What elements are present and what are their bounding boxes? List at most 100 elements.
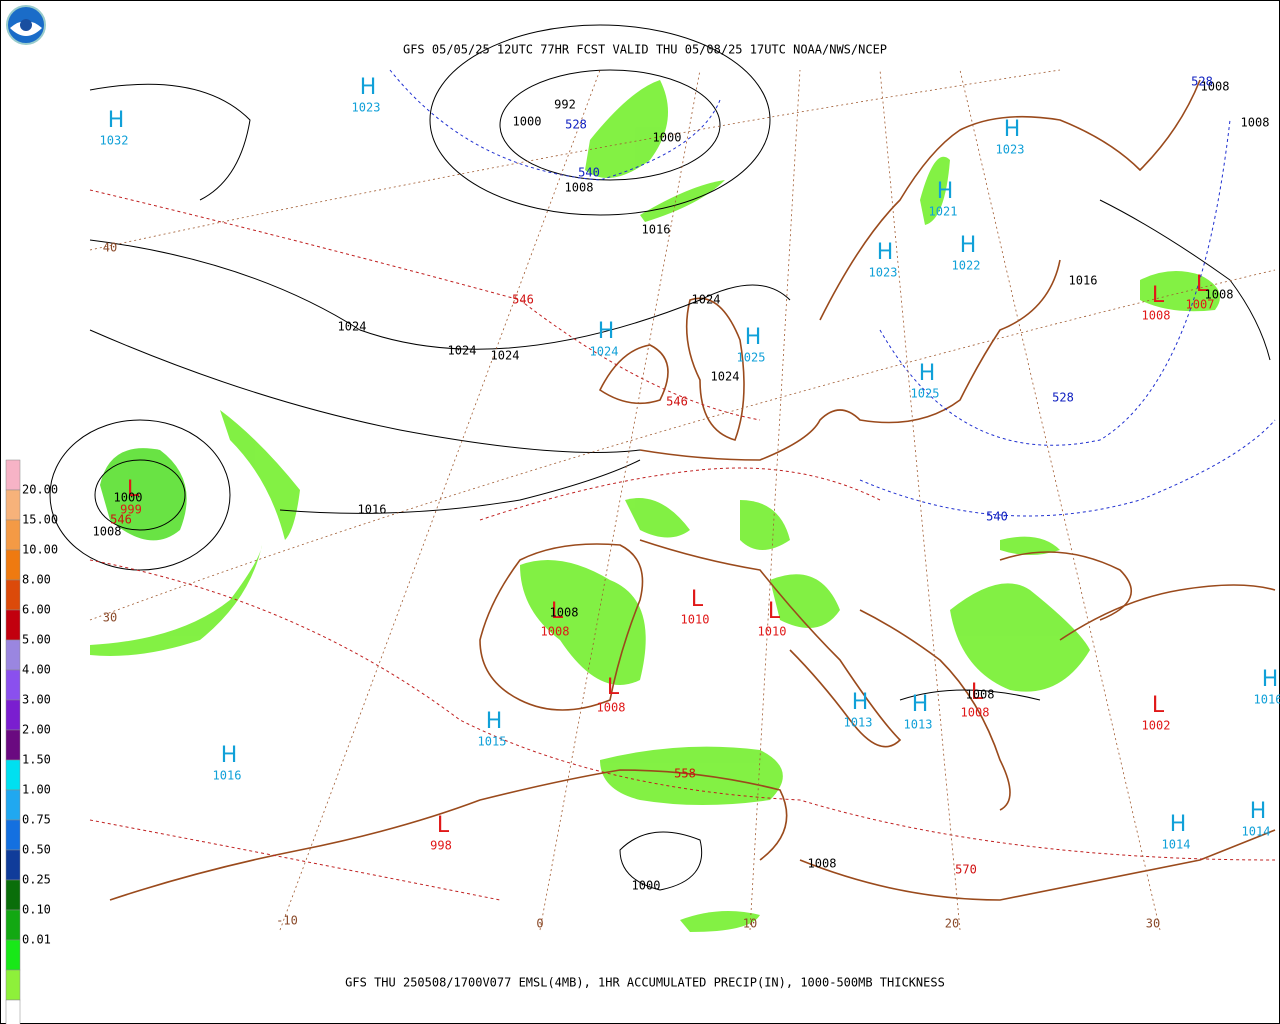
pressure-symbol: L <box>437 813 450 838</box>
pressure-value: 1008 <box>541 625 570 639</box>
warm-thickness-lines <box>89 189 1276 901</box>
thickness-label: 546 <box>666 395 688 409</box>
pressure-symbol: H <box>852 690 869 715</box>
isobar-label: 1000 <box>513 115 542 129</box>
pressure-value: 1016 <box>213 769 242 783</box>
isobars <box>49 24 1271 891</box>
thickness-label: 540 <box>578 166 600 180</box>
thickness-label: 528 <box>1052 391 1074 405</box>
pressure-symbol: H <box>221 743 238 768</box>
pressure-value: 1010 <box>758 625 787 639</box>
isobar-label: 1008 <box>565 181 594 195</box>
legend-swatch <box>5 459 21 491</box>
pressure-value: 1008 <box>1142 309 1171 323</box>
pressure-value: 1008 <box>961 706 990 720</box>
legend-swatch <box>5 759 21 791</box>
legend-label: 1.00 <box>22 783 51 797</box>
legend-label: 0.10 <box>22 903 51 917</box>
graticule-label: 0 <box>536 917 543 931</box>
pressure-value: 1014 <box>1162 838 1191 852</box>
isobar-label: 1016 <box>358 503 387 517</box>
isobar-label: 1000 <box>114 491 143 505</box>
pressure-value: 1023 <box>869 266 898 280</box>
legend-swatch <box>5 939 21 971</box>
pressure-value: 1021 <box>929 205 958 219</box>
isobar-label: 1008 <box>1205 288 1234 302</box>
pressure-value: 1032 <box>100 134 129 148</box>
header-title: GFS 05/05/25 12UTC 77HR FCST VALID THU 0… <box>403 43 887 57</box>
legend-swatch <box>5 969 21 1001</box>
isobar-label: 1016 <box>642 223 671 237</box>
pressure-symbol: L <box>691 587 704 612</box>
legend-label: 0.25 <box>22 873 51 887</box>
pressure-symbol: L <box>971 680 984 705</box>
legend-label: 5.00 <box>22 633 51 647</box>
graticule-label: 20 <box>945 917 959 931</box>
pressure-symbol: H <box>877 240 894 265</box>
pressure-value: 1024 <box>590 345 619 359</box>
legend-swatch <box>5 669 21 701</box>
pressure-symbol: H <box>1004 117 1021 142</box>
legend-label: 15.00 <box>22 513 58 527</box>
legend-label: 8.00 <box>22 573 51 587</box>
legend-label: 0.75 <box>22 813 51 827</box>
pressure-value: 1007 <box>1186 298 1215 312</box>
legend-swatch <box>5 699 21 731</box>
legend-swatch <box>5 819 21 851</box>
legend-label: 10.00 <box>22 543 58 557</box>
noaa-logo <box>6 5 46 45</box>
isobar-label: 1000 <box>632 879 661 893</box>
pressure-symbol: H <box>960 233 977 258</box>
pressure-symbol: H <box>919 361 936 386</box>
pressure-symbol: H <box>1262 667 1279 692</box>
legend-label: 0.01 <box>22 933 51 947</box>
isobar-label: 1024 <box>338 320 367 334</box>
pressure-symbol: H <box>360 75 377 100</box>
legend-swatch <box>5 879 21 911</box>
pressure-value: 1016 <box>1254 693 1280 707</box>
pressure-symbol: L <box>1196 272 1209 297</box>
isobar-label: 1008 <box>1201 80 1230 94</box>
pressure-symbol: L <box>1152 693 1165 718</box>
legend-swatch <box>5 489 21 521</box>
legend-swatch <box>5 999 21 1024</box>
pressure-symbol: L <box>127 477 140 502</box>
pressure-value: 1015 <box>478 735 507 749</box>
pressure-symbol: H <box>1250 799 1267 824</box>
legend-swatch <box>5 639 21 671</box>
precip-legend: 20.00 15.00 10.00 8.00 6.00 5.00 4.00 3.00 2.00 1… <box>5 459 58 1024</box>
pressure-symbol: H <box>598 319 615 344</box>
graticule-label: -10 <box>276 914 298 928</box>
pressure-value: 999 <box>120 503 142 517</box>
legend-label: 6.00 <box>22 603 51 617</box>
pressure-symbol: L <box>607 675 620 700</box>
pressure-value: 1025 <box>911 387 940 401</box>
pressure-value: 1025 <box>737 351 766 365</box>
graticule-label: 10 <box>743 917 757 931</box>
legend-label: 2.00 <box>22 723 51 737</box>
pressure-symbol: H <box>745 325 762 350</box>
pressure-value: 1014 <box>1242 825 1271 839</box>
legend-swatch <box>5 849 21 881</box>
legend-swatch <box>5 609 21 641</box>
isobar-label: 1008 <box>93 525 122 539</box>
pressure-symbol: H <box>108 108 125 133</box>
thickness-label: 528 <box>1191 75 1213 89</box>
thickness-label: 540 <box>986 510 1008 524</box>
legend-swatch <box>5 549 21 581</box>
isobar-label: 1000 <box>653 131 682 145</box>
isobar-label: 1008 <box>966 688 995 702</box>
legend-swatch <box>5 579 21 611</box>
legend-swatch <box>5 789 21 821</box>
isobar-label: 1008 <box>808 857 837 871</box>
thickness-label: 546 <box>110 513 132 527</box>
legend-swatch <box>5 909 21 941</box>
isobar-label: 1008 <box>1241 116 1270 130</box>
graticule-label: 30 <box>1146 917 1160 931</box>
thickness-label: 546 <box>512 293 534 307</box>
isobar-label: 1024 <box>711 370 740 384</box>
isobar-label: 1024 <box>448 344 477 358</box>
legend-swatch <box>5 519 21 551</box>
